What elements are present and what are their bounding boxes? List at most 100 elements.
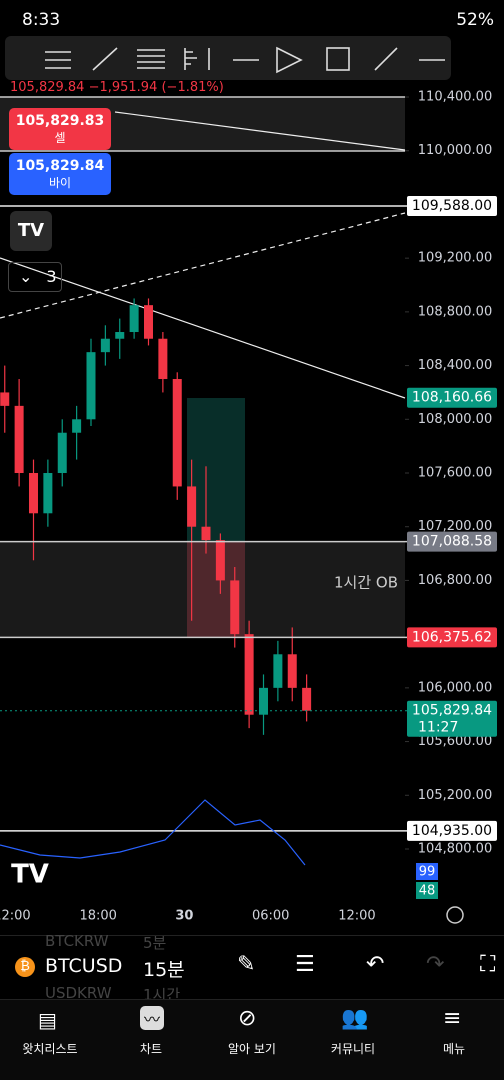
nav-label[interactable]: 차트 xyxy=(139,1042,163,1056)
price-tag xyxy=(407,820,497,841)
price-tag-label: 105,829.84 xyxy=(412,703,492,719)
price-tag-label: 106,375.62 xyxy=(412,629,492,645)
y-tick-label: 106,000.00 xyxy=(418,680,492,695)
status-bar: 8:33 52% xyxy=(0,0,504,38)
y-tick-label: 108,400.00 xyxy=(418,358,492,373)
nav-label[interactable]: 커뮤니티 xyxy=(330,1042,376,1056)
candle-body xyxy=(287,654,297,688)
indicator-tag xyxy=(416,863,438,880)
price-tag-label: 108,160.66 xyxy=(412,390,492,406)
trend-line xyxy=(114,111,406,151)
nav-label[interactable]: 알아 보기 xyxy=(228,1042,276,1056)
faded-symbol: USDKRW xyxy=(45,984,112,1002)
price-tag-label: 107,088.58 xyxy=(412,534,492,550)
nav-label[interactable]: 왓치리스트 xyxy=(22,1042,78,1056)
toolbar-icons xyxy=(45,46,445,74)
buy-label: 바이 xyxy=(48,176,72,190)
price-tag xyxy=(407,196,497,217)
nav-icon[interactable]: 👥 xyxy=(341,1006,369,1031)
ob-zone xyxy=(0,542,405,637)
settings-icon[interactable]: ☰ xyxy=(295,952,315,977)
candle-body xyxy=(28,473,38,514)
candle-body xyxy=(158,338,168,380)
x-tick-label: 06:00 xyxy=(252,909,289,924)
candle-body xyxy=(57,432,67,474)
candle-body xyxy=(86,352,96,420)
indicator-label: 48 xyxy=(419,884,436,899)
trend-line xyxy=(0,257,406,399)
bottom-nav xyxy=(0,999,504,1080)
zone-label: 1시간 OB xyxy=(334,574,398,592)
candle-body xyxy=(115,332,125,339)
nav-icon[interactable]: ≡ xyxy=(443,1006,462,1031)
watermark: 𝗧𝗩 xyxy=(11,860,49,890)
redo-icon[interactable]: ↷ xyxy=(426,952,445,977)
collapse-button[interactable]: ⌄ 3 xyxy=(8,262,62,292)
x-tick-label: 12:00 xyxy=(0,909,31,924)
volume-ma xyxy=(0,799,306,866)
y-tick-label: 104,800.00 xyxy=(418,841,492,856)
candle-body xyxy=(259,687,269,715)
price-tag xyxy=(407,627,497,648)
price-tag-label: 104,935.00 xyxy=(412,823,492,839)
fullscreen-icon[interactable]: ⛶ xyxy=(480,952,496,977)
price-tag-label: 109,588.00 xyxy=(412,198,492,214)
x-tick-label: 18:00 xyxy=(79,909,116,924)
pen-icon[interactable]: ✎ xyxy=(237,952,256,977)
price-tag xyxy=(407,387,497,408)
clock: 8:33 xyxy=(22,10,61,30)
candle-body xyxy=(72,419,82,433)
candle-body xyxy=(100,338,110,353)
nav-icon[interactable]: 〰 xyxy=(140,1006,164,1030)
y-tick-label: 110,000.00 xyxy=(418,143,492,158)
candle-body xyxy=(244,634,254,715)
y-tick-label: 106,800.00 xyxy=(418,573,492,588)
candle-body xyxy=(302,687,312,711)
nav-icon[interactable]: ▤ xyxy=(38,1008,57,1032)
price-tag xyxy=(407,531,497,552)
candle-body xyxy=(201,526,211,541)
price-tag xyxy=(407,700,497,737)
y-tick-label: 105,200.00 xyxy=(418,788,492,803)
drawing-toolbar xyxy=(5,36,451,80)
nav-icon[interactable]: ⊘ xyxy=(238,1006,257,1031)
sell-label: 셀 xyxy=(54,131,66,145)
undo-icon[interactable]: ↶ xyxy=(366,952,385,977)
buy-price: 105,829.84 xyxy=(15,158,105,174)
trend-line-dashed xyxy=(0,212,406,319)
symbol-bar: BTCKRW 5분 ₿ BTCUSD 15분 USDKRW 1시간 ✎ ☰ ↶ … xyxy=(0,932,504,1004)
collapse-count: 3 xyxy=(46,267,57,286)
faded-interval: 5분 xyxy=(143,934,167,952)
candle-body xyxy=(230,580,240,635)
y-tick-label: 107,200.00 xyxy=(418,519,492,534)
candle-body xyxy=(187,486,197,527)
candle-body xyxy=(43,473,53,514)
interval[interactable]: 15분 xyxy=(143,959,185,981)
target-zone xyxy=(187,398,245,542)
faded-symbol: BTCKRW xyxy=(45,932,109,950)
battery: 52% xyxy=(456,10,494,30)
candle-body xyxy=(215,540,225,581)
chart: 1시간 OB 110,400.00 110,000.00 109,200.00 108… xyxy=(0,90,497,924)
indicator-tag xyxy=(416,882,438,899)
x-tick-label: 30 xyxy=(175,909,193,924)
symbol[interactable]: BTCUSD xyxy=(45,955,123,977)
settings-icon[interactable] xyxy=(446,906,464,924)
candle-body xyxy=(172,379,182,487)
y-tick-label: 109,200.00 xyxy=(418,251,492,266)
indicator-label: 99 xyxy=(419,865,436,880)
sell-price: 105,829.83 xyxy=(15,113,105,129)
price-tag-time: 11:27 xyxy=(418,720,458,736)
x-tick-label: 12:00 xyxy=(338,909,375,924)
logo[interactable]: TV xyxy=(10,211,52,251)
nav-label[interactable]: 메뉴 xyxy=(442,1042,466,1056)
y-tick-label: 108,800.00 xyxy=(418,304,492,319)
sell-button[interactable]: 105,829.83 셀 xyxy=(9,108,111,150)
quote-line: 105,829.84 −1,951.94 (−1.81%) xyxy=(10,80,224,95)
candle-body xyxy=(273,654,283,688)
candle-body xyxy=(14,405,24,474)
y-tick-label: 105,600.00 xyxy=(418,734,492,749)
coin-icon: ₿ xyxy=(15,957,35,977)
buy-button[interactable]: 105,829.84 바이 xyxy=(9,153,111,195)
